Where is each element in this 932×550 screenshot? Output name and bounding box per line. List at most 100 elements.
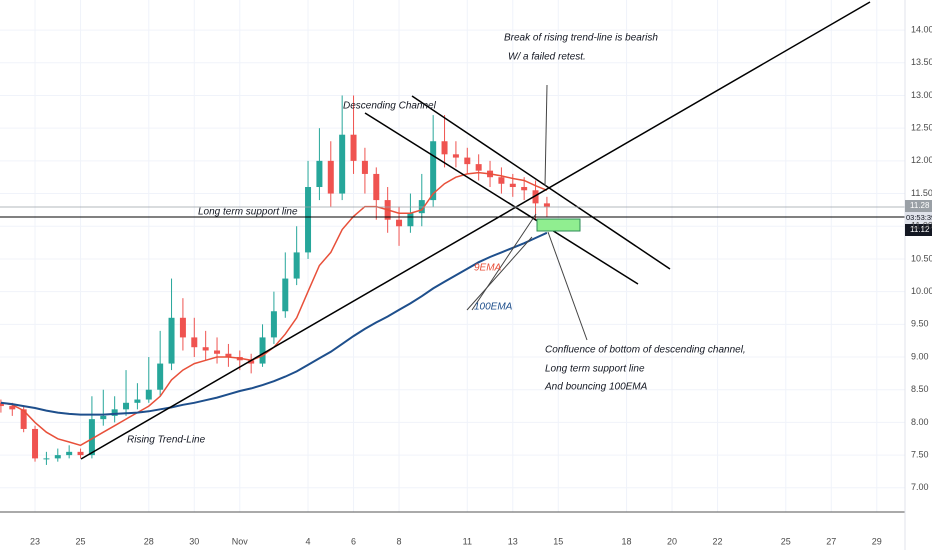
candle-body xyxy=(396,219,403,227)
arrow xyxy=(471,213,537,311)
x-tick-label: 18 xyxy=(622,536,632,546)
annotation: Confluence of bottom of descending chann… xyxy=(545,345,746,356)
candle-body xyxy=(498,177,505,184)
y-tick-label: 7.00 xyxy=(911,482,929,492)
candle-body xyxy=(259,337,266,364)
candle-body xyxy=(77,451,84,456)
price-tag-bg xyxy=(905,212,932,224)
x-tick-label: 6 xyxy=(351,536,356,546)
ema-line xyxy=(0,231,548,416)
annotation: 100EMA xyxy=(474,302,513,313)
y-tick-label: 13.50 xyxy=(911,57,932,67)
confluence-zone xyxy=(536,218,581,232)
x-tick-label: 25 xyxy=(76,536,86,546)
candle-body xyxy=(214,350,221,354)
candle-body xyxy=(316,160,323,188)
candle-body xyxy=(123,402,130,410)
candle-body xyxy=(20,409,27,429)
price-tag: 03:53:39 xyxy=(906,213,932,222)
candle-body xyxy=(509,183,516,188)
candle-body xyxy=(225,353,232,358)
candle-body xyxy=(327,160,334,194)
candle-body xyxy=(111,409,118,416)
candle-body xyxy=(100,415,107,420)
price-tag: 11.12 xyxy=(910,225,930,234)
y-tick-label: 10.50 xyxy=(911,253,932,263)
drawings xyxy=(0,1,905,460)
arrow xyxy=(466,236,533,311)
candle-body xyxy=(66,451,73,456)
candle-body xyxy=(248,360,255,364)
rising-trend-line xyxy=(80,1,871,460)
candle-body xyxy=(373,173,380,201)
annotation: And bouncing 100EMA xyxy=(544,382,648,393)
y-tick-label: 7.50 xyxy=(911,449,929,459)
candle-body xyxy=(361,160,368,174)
candle-body xyxy=(179,317,186,338)
candle-body xyxy=(157,363,164,390)
grid xyxy=(0,0,905,512)
candle-body xyxy=(9,406,16,410)
annotation: Long term support line xyxy=(545,364,645,375)
candle-body xyxy=(168,317,175,364)
candle-body xyxy=(452,154,459,158)
x-tick-label: 15 xyxy=(553,536,563,546)
candle-body xyxy=(202,347,209,351)
candle-body xyxy=(305,187,312,253)
candle-body xyxy=(532,190,539,204)
annotation: W/ a failed retest. xyxy=(508,52,586,63)
x-tick-label: 29 xyxy=(872,536,882,546)
y-tick-label: 12.00 xyxy=(911,155,932,165)
arrow xyxy=(544,84,548,187)
candle-body xyxy=(145,389,152,400)
candle-body xyxy=(521,187,528,191)
annotation: 9EMA xyxy=(474,263,502,274)
y-tick-label: 11.50 xyxy=(911,188,932,198)
annotation: Long term support line xyxy=(198,207,298,218)
y-tick-label: 9.50 xyxy=(911,319,929,329)
candle-body xyxy=(293,252,300,279)
candle-body xyxy=(475,164,482,171)
x-tick-label: 20 xyxy=(667,536,677,546)
annotation: Break of rising trend-line is bearish xyxy=(504,33,658,44)
arrow xyxy=(547,231,588,341)
x-tick-label: 11 xyxy=(463,536,472,546)
x-tick-label: 27 xyxy=(826,536,836,546)
x-tick-label: Nov xyxy=(232,536,249,546)
candle-body xyxy=(0,402,4,407)
candle-body xyxy=(191,337,198,348)
y-tick-label: 9.00 xyxy=(911,351,929,361)
candle-body xyxy=(339,134,346,194)
y-tick-label: 11.00 xyxy=(911,221,932,231)
candle-body xyxy=(441,141,448,155)
candle-body xyxy=(543,203,550,207)
price-tag-bg xyxy=(905,200,932,212)
y-tick-label: 12.50 xyxy=(911,123,932,133)
x-tick-label: 22 xyxy=(713,536,723,546)
x-tick-label: 28 xyxy=(144,536,154,546)
candle-body xyxy=(464,157,471,165)
candle-body xyxy=(134,399,141,403)
candle-body xyxy=(282,278,289,312)
x-tick-label: 30 xyxy=(189,536,199,546)
candle-body xyxy=(350,134,357,161)
x-tick-label: 25 xyxy=(781,536,791,546)
y-tick-label: 8.00 xyxy=(911,417,929,427)
channel-bottom xyxy=(364,112,639,285)
x-tick-label: 13 xyxy=(508,536,518,546)
candle-body xyxy=(407,213,414,227)
y-tick-label: 10.00 xyxy=(911,286,932,296)
annotation: Rising Trend-Line xyxy=(127,435,206,446)
candle-body xyxy=(32,428,39,459)
y-tick-label: 14.00 xyxy=(911,24,932,34)
channel-top xyxy=(411,95,671,270)
annotation: Descending Channel xyxy=(343,101,437,112)
candle-body xyxy=(54,455,61,459)
x-tick-label: 8 xyxy=(397,536,402,546)
y-tick-label: 13.00 xyxy=(911,90,932,100)
candle-body xyxy=(270,311,277,338)
candle-body xyxy=(88,419,95,456)
candle-body xyxy=(43,458,50,460)
x-tick-label: 4 xyxy=(306,536,311,546)
